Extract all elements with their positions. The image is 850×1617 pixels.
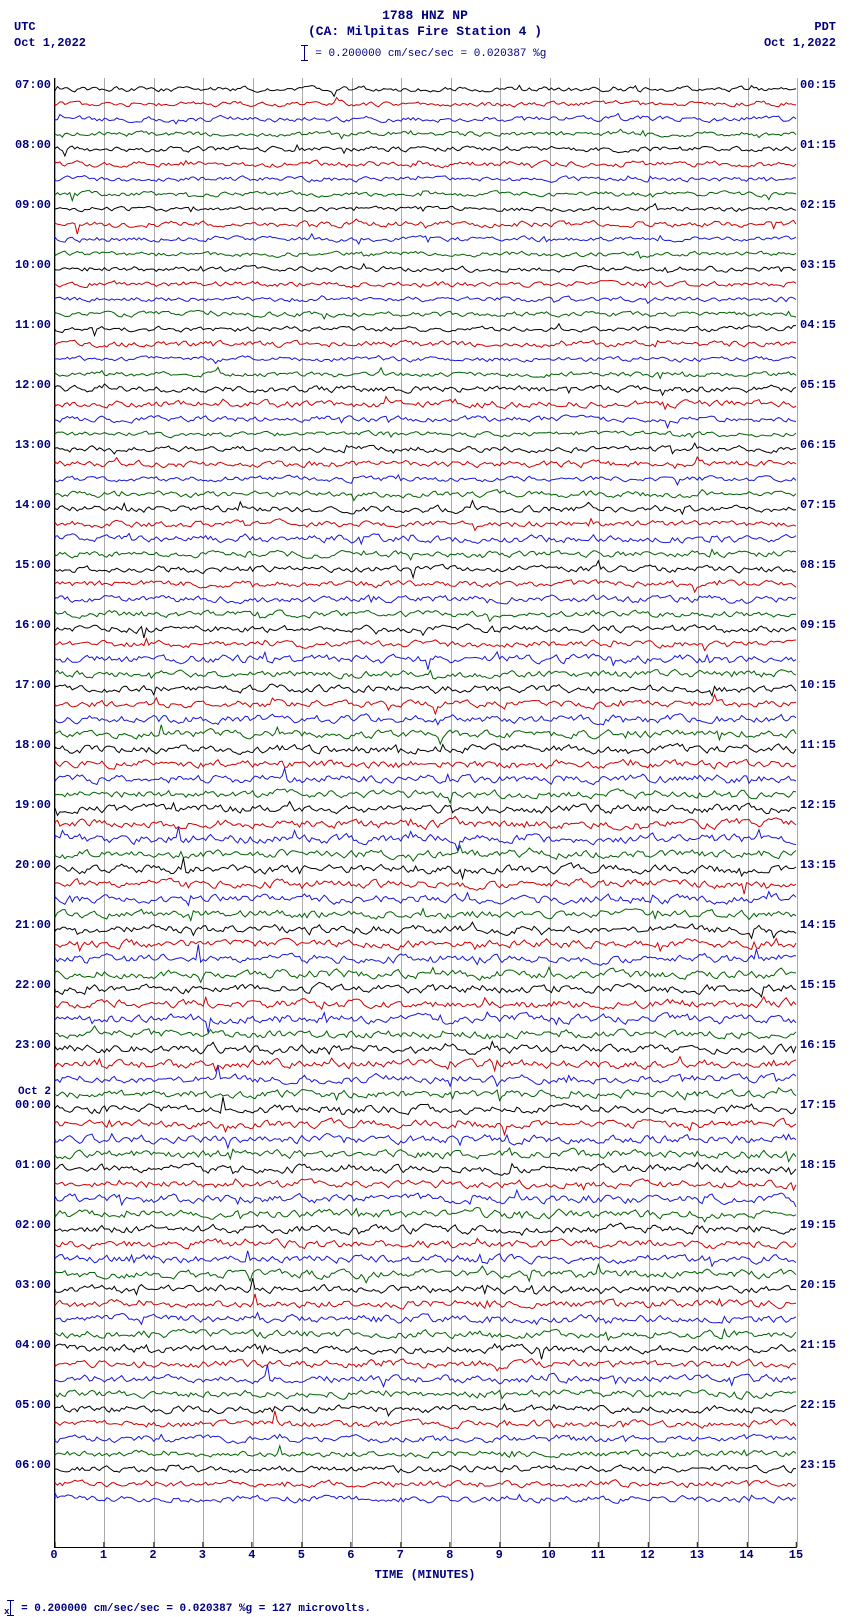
- time-label-utc: 00:00: [15, 1098, 55, 1112]
- time-label-utc: 11:00: [15, 318, 55, 332]
- time-label-local: 20:15: [796, 1278, 836, 1292]
- time-label-utc: 01:00: [15, 1158, 55, 1172]
- time-label-local: 19:15: [796, 1218, 836, 1232]
- x-tick: 6: [347, 1548, 354, 1562]
- time-label-local: 03:15: [796, 258, 836, 272]
- x-axis-ticks: 0123456789101112131415: [54, 1548, 796, 1570]
- time-label-local: 21:15: [796, 1338, 836, 1352]
- time-label-utc: 06:00: [15, 1458, 55, 1472]
- scale-note-top: = 0.200000 cm/sec/sec = 0.020387 %g: [0, 45, 850, 62]
- grid-vertical: [797, 78, 798, 1547]
- time-label-utc: 02:00: [15, 1218, 55, 1232]
- x-tick: 15: [789, 1548, 803, 1562]
- title-block: 1788 HNZ NP (CA: Milpitas Fire Station 4…: [0, 8, 850, 61]
- time-label-local: 10:15: [796, 678, 836, 692]
- time-label-local: 12:15: [796, 798, 836, 812]
- time-label-utc: 07:00: [15, 78, 55, 92]
- tz-right: PDT Oct 1,2022: [764, 20, 836, 51]
- x-tick: 9: [496, 1548, 503, 1562]
- scale-bar-icon: [10, 1600, 11, 1616]
- time-label-utc: 19:00: [15, 798, 55, 812]
- time-label-local: 06:15: [796, 438, 836, 452]
- time-label-local: 22:15: [796, 1398, 836, 1412]
- time-label-utc: 15:00: [15, 558, 55, 572]
- time-label-local: 14:15: [796, 918, 836, 932]
- x-tick: 1: [100, 1548, 107, 1562]
- time-label-local: 01:15: [796, 138, 836, 152]
- time-label-utc: 20:00: [15, 858, 55, 872]
- x-tick: 10: [541, 1548, 555, 1562]
- time-label-utc: 04:00: [15, 1338, 55, 1352]
- time-label-utc: 23:00: [15, 1038, 55, 1052]
- time-label-local: 00:15: [796, 78, 836, 92]
- time-label-utc: 08:00: [15, 138, 55, 152]
- station-id: 1788 HNZ NP: [0, 8, 850, 24]
- time-label-local: 04:15: [796, 318, 836, 332]
- time-label-local: 08:15: [796, 558, 836, 572]
- helicorder-container: 1788 HNZ NP (CA: Milpitas Fire Station 4…: [0, 0, 850, 1617]
- time-label-utc: 13:00: [15, 438, 55, 452]
- footer-note: x = 0.200000 cm/sec/sec = 0.020387 %g = …: [0, 1600, 850, 1617]
- time-label-local: 17:15: [796, 1098, 836, 1112]
- time-label-utc: 12:00: [15, 378, 55, 392]
- date-marker: Oct 2: [18, 1086, 55, 1098]
- x-tick: 3: [199, 1548, 206, 1562]
- plot-area: 07:0000:1508:0001:1509:0002:1510:0003:15…: [54, 78, 796, 1548]
- header: 1788 HNZ NP (CA: Milpitas Fire Station 4…: [0, 8, 850, 78]
- x-tick: 11: [591, 1548, 605, 1562]
- time-label-local: 07:15: [796, 498, 836, 512]
- x-tick: 2: [149, 1548, 156, 1562]
- trace-row: [55, 1494, 796, 1509]
- time-label-utc: 16:00: [15, 618, 55, 632]
- time-label-utc: 09:00: [15, 198, 55, 212]
- time-label-utc: 03:00: [15, 1278, 55, 1292]
- time-label-utc: 18:00: [15, 738, 55, 752]
- time-label-utc: 22:00: [15, 978, 55, 992]
- time-label-local: 11:15: [796, 738, 836, 752]
- time-label-local: 15:15: [796, 978, 836, 992]
- trace-row: [55, 1509, 796, 1524]
- scale-bar-icon: [304, 45, 305, 61]
- time-label-utc: 17:00: [15, 678, 55, 692]
- time-label-local: 09:15: [796, 618, 836, 632]
- time-label-local: 02:15: [796, 198, 836, 212]
- x-tick: 12: [640, 1548, 654, 1562]
- time-label-utc: 10:00: [15, 258, 55, 272]
- time-label-local: 18:15: [796, 1158, 836, 1172]
- x-tick: 5: [298, 1548, 305, 1562]
- x-tick: 13: [690, 1548, 704, 1562]
- x-tick: 8: [446, 1548, 453, 1562]
- time-label-local: 05:15: [796, 378, 836, 392]
- time-label-local: 23:15: [796, 1458, 836, 1472]
- x-tick: 0: [50, 1548, 57, 1562]
- time-label-utc: 14:00: [15, 498, 55, 512]
- time-label-utc: 21:00: [15, 918, 55, 932]
- x-tick: 14: [739, 1548, 753, 1562]
- x-tick: 4: [248, 1548, 255, 1562]
- time-label-local: 13:15: [796, 858, 836, 872]
- time-label-utc: 05:00: [15, 1398, 55, 1412]
- x-axis-label: TIME (MINUTES): [0, 1568, 850, 1582]
- station-name: (CA: Milpitas Fire Station 4 ): [0, 24, 850, 40]
- tz-left: UTC Oct 1,2022: [14, 20, 86, 51]
- time-label-local: 16:15: [796, 1038, 836, 1052]
- x-tick: 7: [397, 1548, 404, 1562]
